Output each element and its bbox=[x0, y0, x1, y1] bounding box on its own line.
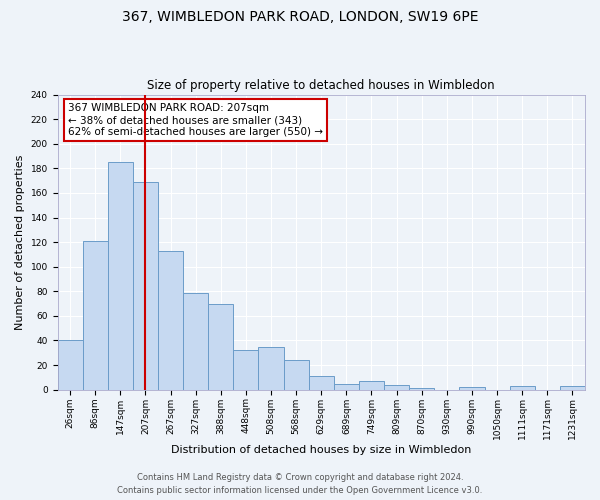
Text: 367 WIMBLEDON PARK ROAD: 207sqm
← 38% of detached houses are smaller (343)
62% o: 367 WIMBLEDON PARK ROAD: 207sqm ← 38% of… bbox=[68, 104, 323, 136]
X-axis label: Distribution of detached houses by size in Wimbledon: Distribution of detached houses by size … bbox=[171, 445, 472, 455]
Bar bbox=[409, 388, 434, 390]
Bar bbox=[58, 340, 83, 390]
Bar bbox=[208, 304, 233, 390]
Y-axis label: Number of detached properties: Number of detached properties bbox=[15, 154, 25, 330]
Text: Contains HM Land Registry data © Crown copyright and database right 2024.
Contai: Contains HM Land Registry data © Crown c… bbox=[118, 474, 482, 495]
Bar bbox=[233, 350, 259, 390]
Bar bbox=[384, 385, 409, 390]
Bar bbox=[158, 250, 183, 390]
Bar bbox=[284, 360, 309, 390]
Bar bbox=[83, 241, 108, 390]
Title: Size of property relative to detached houses in Wimbledon: Size of property relative to detached ho… bbox=[148, 79, 495, 92]
Bar bbox=[509, 386, 535, 390]
Text: 367, WIMBLEDON PARK ROAD, LONDON, SW19 6PE: 367, WIMBLEDON PARK ROAD, LONDON, SW19 6… bbox=[122, 10, 478, 24]
Bar bbox=[183, 292, 208, 390]
Bar bbox=[133, 182, 158, 390]
Bar bbox=[560, 386, 585, 390]
Bar bbox=[460, 387, 485, 390]
Bar bbox=[359, 381, 384, 390]
Bar bbox=[259, 346, 284, 390]
Bar bbox=[334, 384, 359, 390]
Bar bbox=[108, 162, 133, 390]
Bar bbox=[309, 376, 334, 390]
